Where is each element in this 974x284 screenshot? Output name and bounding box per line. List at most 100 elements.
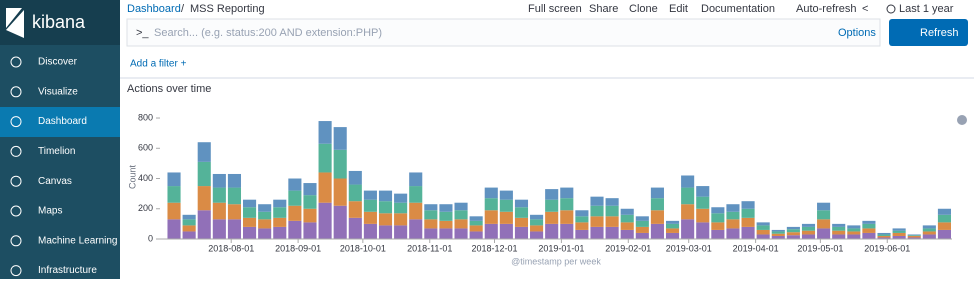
bar-segment <box>862 220 876 224</box>
menu-item[interactable]: Share <box>589 3 618 15</box>
bar-segment <box>378 213 393 226</box>
nav-item[interactable]: Machine Learning <box>38 235 118 246</box>
bar-segment <box>303 195 317 209</box>
x-tick-label: 2018-10-01 <box>340 243 386 253</box>
bar-segment <box>665 223 680 229</box>
bar-segment <box>439 228 453 239</box>
bar-segment <box>212 173 226 188</box>
bar-segment <box>333 149 347 179</box>
bar-segment <box>288 220 302 239</box>
menu-item[interactable]: Edit <box>669 3 688 15</box>
bar-segment <box>545 211 559 224</box>
nav-item[interactable]: Canvas <box>38 176 72 187</box>
bar-segment <box>258 211 272 220</box>
bar-segment <box>711 207 725 214</box>
bar-segment <box>409 202 423 220</box>
search-placeholder: Search... (e.g. status:200 AND extension… <box>154 27 382 39</box>
nav-item[interactable]: Discover <box>38 57 78 68</box>
bar-segment <box>545 199 559 212</box>
menu-item[interactable]: Full screen <box>528 3 582 15</box>
time-range[interactable]: Last 1 year <box>899 3 954 15</box>
bar-segment <box>937 229 951 239</box>
nav-icon <box>10 235 22 247</box>
bar-segment <box>394 213 408 226</box>
bar-segment <box>560 210 574 224</box>
menu-item[interactable]: Auto-refresh <box>796 3 857 15</box>
bar-segment <box>847 228 861 232</box>
bar-segment <box>424 219 438 229</box>
x-tick-label: 2018-11-01 <box>407 243 452 253</box>
nav-item[interactable]: Maps <box>38 206 62 217</box>
bar-segment <box>530 231 544 239</box>
bar-segment <box>182 214 196 220</box>
bar-segment <box>333 178 347 206</box>
bar-segment <box>665 232 680 239</box>
legend-toggle[interactable] <box>957 115 967 125</box>
bar-segment <box>484 187 498 199</box>
bar-segment <box>862 223 876 229</box>
bar-segment <box>575 210 589 217</box>
bar-segment <box>348 201 362 218</box>
nav-active <box>0 107 120 137</box>
bar-segment <box>409 186 423 203</box>
bar-segment <box>877 232 891 235</box>
nav-item[interactable]: Timelion <box>38 146 75 157</box>
prev-arrow[interactable]: < <box>862 3 868 15</box>
bar-segment <box>726 219 740 229</box>
nav-item[interactable]: Infrastructure <box>38 265 97 276</box>
menu-item[interactable]: Clone <box>629 3 658 15</box>
bar-segment <box>696 208 710 223</box>
add-filter[interactable]: Add a filter + <box>130 59 187 70</box>
bar-segment <box>696 196 710 209</box>
bar-segment <box>514 226 529 239</box>
breadcrumb-root[interactable]: Dashboard <box>127 3 181 15</box>
x-tick-label: 2019-05-01 <box>797 243 843 253</box>
bar-segment <box>182 219 196 226</box>
bar-segment <box>560 187 574 199</box>
bar-segment <box>363 223 377 239</box>
bar-segment <box>590 196 604 206</box>
bar-segment <box>273 226 287 239</box>
bar-segment <box>771 229 785 232</box>
nav-item[interactable]: Visualize <box>38 86 78 97</box>
bar-segment <box>530 219 544 226</box>
bar-segment <box>484 223 498 239</box>
bar-segment <box>409 172 423 187</box>
bar-segment <box>333 127 347 150</box>
x-tick-label: 2018-08-01 <box>208 243 254 253</box>
y-tick-label: 0 <box>148 233 153 243</box>
bar-segment <box>741 201 755 209</box>
bar-segment <box>243 207 257 218</box>
bar-segment <box>378 225 393 239</box>
clock-icon <box>886 4 896 14</box>
bar-segment <box>711 222 725 230</box>
bar-segment <box>635 220 649 227</box>
bar-segment <box>635 232 649 239</box>
search-box[interactable] <box>126 18 881 47</box>
x-axis-label: @timestamp per week <box>511 256 601 266</box>
bar-segment <box>318 143 332 173</box>
refresh-button[interactable] <box>889 19 968 46</box>
bar-segment <box>696 186 710 197</box>
bar-segment <box>258 228 272 239</box>
menu-item[interactable]: Documentation <box>701 3 775 15</box>
options-link[interactable]: Options <box>838 27 876 39</box>
y-tick-label: 400 <box>138 173 153 183</box>
bar-segment <box>832 226 846 231</box>
bar-segment <box>635 226 649 233</box>
bar-segment <box>937 222 951 230</box>
x-tick-label: 2018-12-01 <box>471 243 517 253</box>
bar-segment <box>771 235 785 239</box>
bar-segment <box>650 223 664 239</box>
bar-segment <box>454 228 468 239</box>
bar-segment <box>499 199 513 212</box>
bar-segment <box>514 207 529 218</box>
bar-segment <box>394 193 408 203</box>
nav-item[interactable]: Dashboard <box>38 116 87 127</box>
bar-segment <box>832 230 846 235</box>
bar-segment <box>182 231 196 239</box>
bar-segment <box>620 208 634 215</box>
bar-segment <box>605 226 619 239</box>
bar-segment <box>847 231 861 235</box>
bar-segment <box>378 201 393 214</box>
